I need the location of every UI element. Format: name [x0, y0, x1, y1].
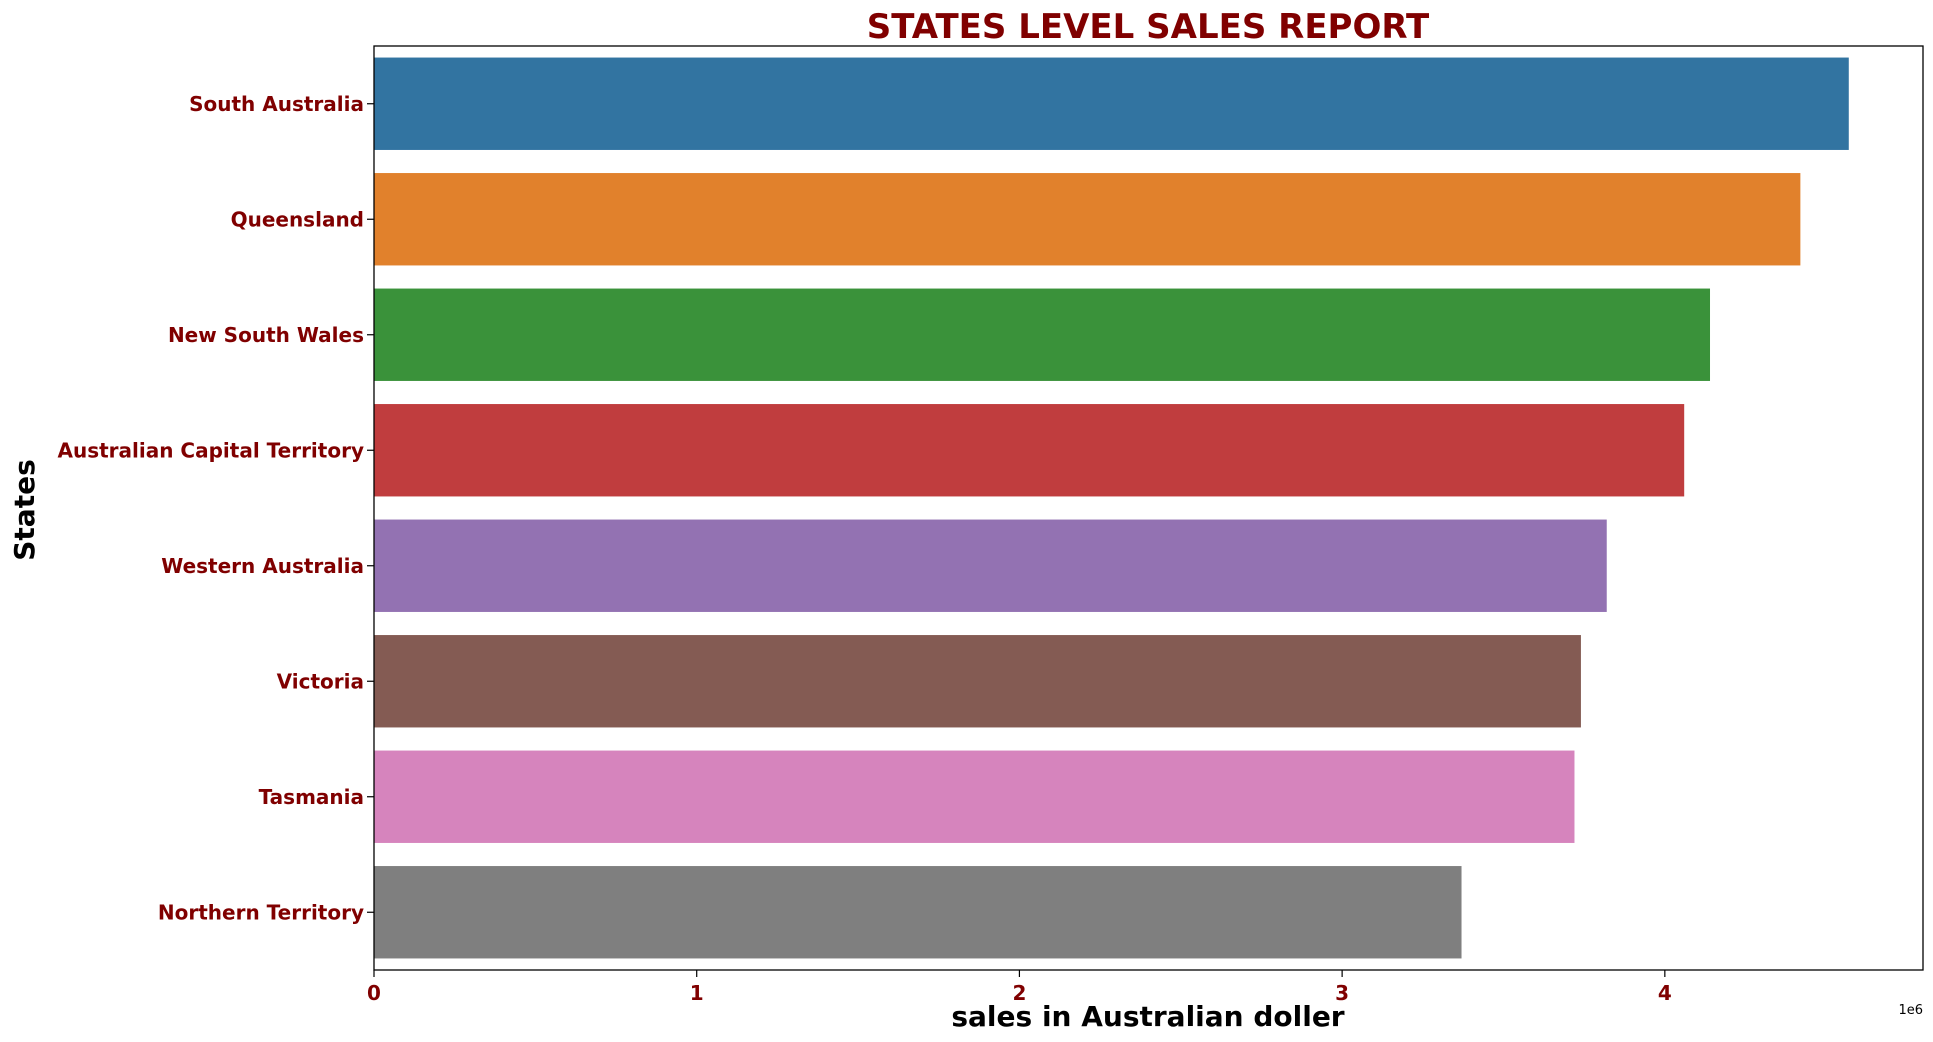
bar-australian-capital-territory	[374, 404, 1685, 497]
bars-group	[374, 57, 1849, 959]
bar-northern-territory	[374, 866, 1462, 959]
bar-tasmania	[374, 750, 1575, 843]
x-tick-label: 2	[1012, 981, 1026, 1005]
x-tick-label: 1	[690, 981, 704, 1005]
x-axis-ticks: 0 1 2 3 4	[367, 970, 1672, 1005]
bar-queensland	[374, 173, 1801, 266]
plot-frame	[373, 45, 1924, 971]
category-label: South Australia	[189, 92, 364, 116]
x-axis-title: sales in Australian doller	[951, 1000, 1344, 1033]
bar-new-south-wales	[374, 288, 1711, 381]
category-label: New South Wales	[168, 323, 364, 347]
category-label: Tasmania	[259, 785, 364, 809]
x-tick-label: 0	[367, 981, 381, 1005]
bar-western-australia	[374, 519, 1607, 612]
y-axis-title: States	[8, 459, 41, 561]
category-label: Australian Capital Territory	[57, 438, 364, 462]
x-tick-label: 3	[1335, 981, 1349, 1005]
bar-victoria	[374, 635, 1581, 728]
category-label: Northern Territory	[158, 900, 364, 924]
bar-south-australia	[374, 57, 1849, 150]
x-axis-offset-label: 1e6	[1898, 1003, 1923, 1018]
chart-title: STATES LEVEL SALES REPORT	[867, 7, 1430, 47]
category-label: Western Australia	[161, 554, 364, 578]
category-label: Queensland	[231, 207, 364, 231]
category-labels: South Australia Queensland New South Wales…	[57, 92, 374, 924]
category-label: Victoria	[277, 669, 364, 693]
x-tick-label: 4	[1658, 981, 1672, 1005]
